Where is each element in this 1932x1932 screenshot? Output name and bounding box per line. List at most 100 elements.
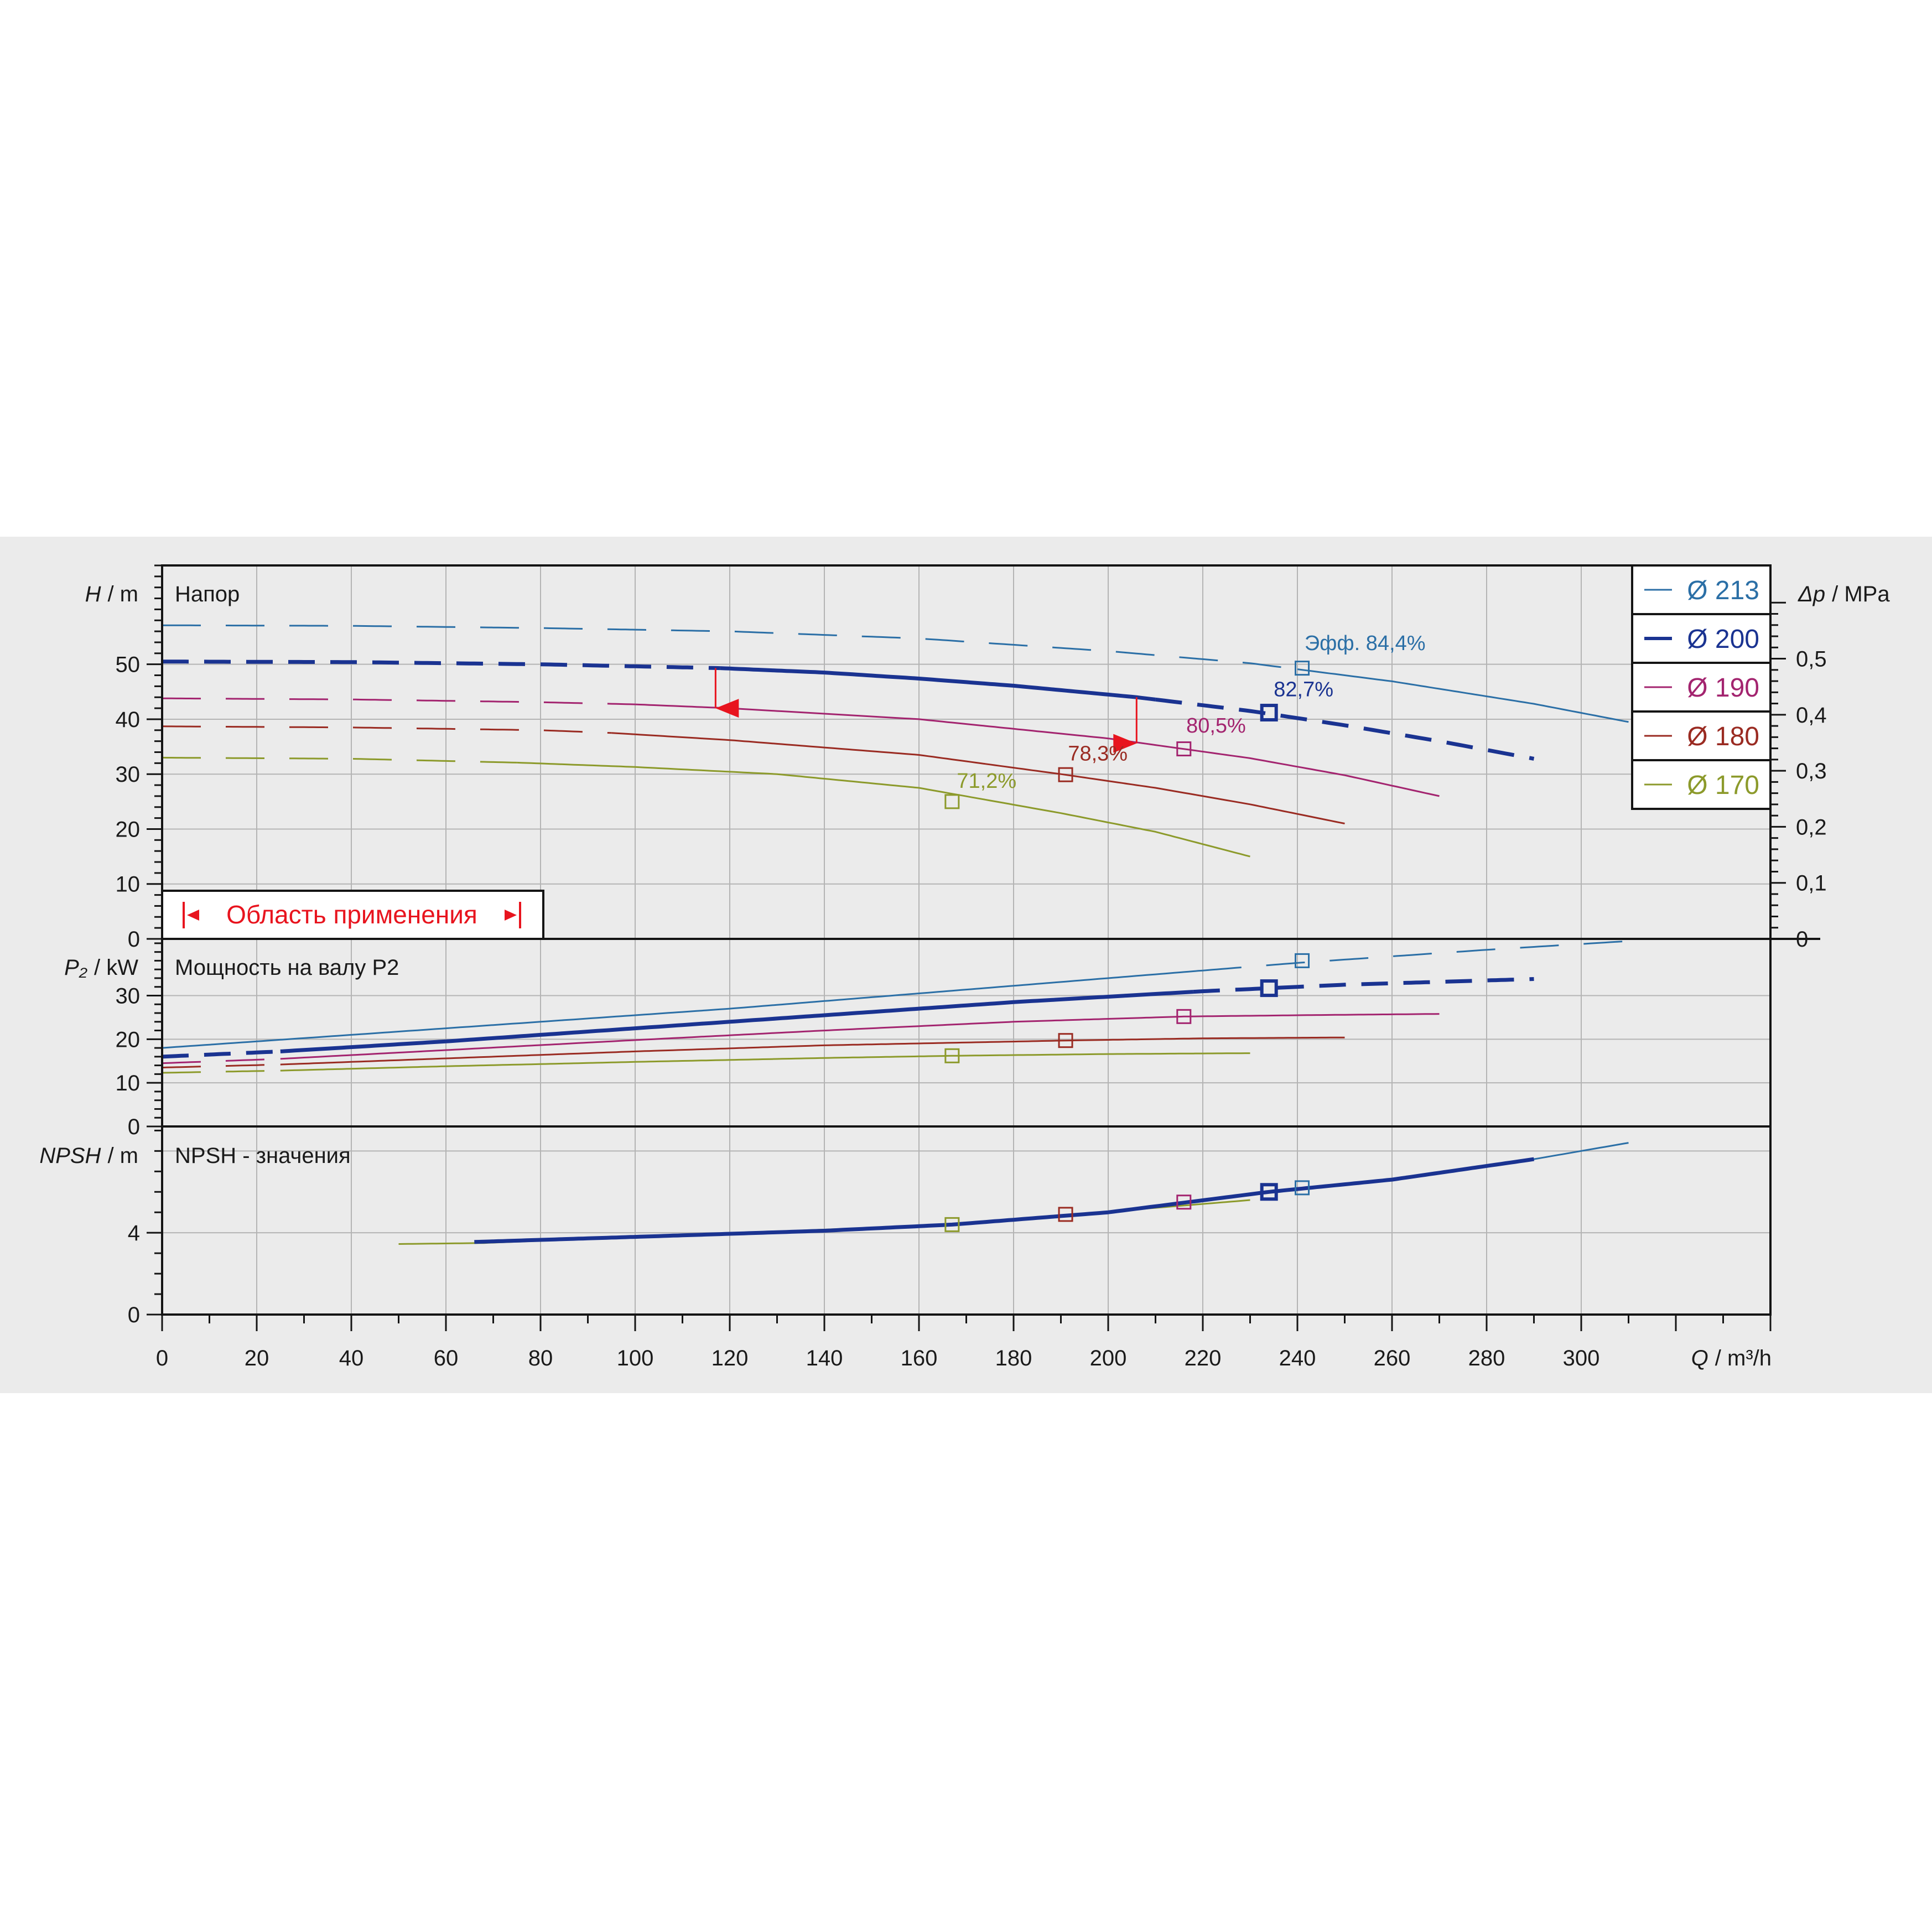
x-tick-label: 60 xyxy=(434,1346,459,1370)
x-tick-label: 220 xyxy=(1185,1346,1222,1370)
power-curve-d200 xyxy=(280,990,1194,1053)
curves-layer xyxy=(162,624,1629,1245)
efficiency-marker-d200 xyxy=(1260,704,1278,722)
power-marker-d170 xyxy=(944,1048,960,1063)
power-curve-d180 xyxy=(162,1063,281,1069)
legend-label-d170: Ø 170 xyxy=(1687,771,1759,800)
npsh-axis-label-unit: / m xyxy=(107,1144,138,1168)
y2-tick-label: 0,1 xyxy=(1796,871,1827,896)
application-range-box xyxy=(161,890,544,940)
x-tick-label: 0 xyxy=(156,1346,168,1370)
efficiency-marker-d190 xyxy=(1176,741,1192,757)
power-curve-d190 xyxy=(280,1013,1440,1060)
npsh-curve-d200 xyxy=(474,1157,1535,1244)
efficiency-label-d200: 82,7% xyxy=(1274,678,1333,701)
flow-axis-label: Q / m³/h xyxy=(1691,1346,1772,1370)
legend-label-d190: Ø 190 xyxy=(1687,673,1759,703)
head-curve-d200 xyxy=(1155,697,1535,761)
y-tick-label: 10 xyxy=(116,1071,141,1095)
pressure-axis-label: Δp / MPa xyxy=(1798,582,1890,606)
x-tick-label: 80 xyxy=(528,1346,553,1370)
head-axis-label: H / m xyxy=(85,582,138,606)
npsh-marker-d190 xyxy=(1176,1194,1192,1210)
head-axis-label-unit: / m xyxy=(107,582,138,606)
frame-layer xyxy=(147,564,1820,1331)
efficiency-label-d180: 78,3% xyxy=(1068,742,1128,765)
y-tick-label: 20 xyxy=(116,817,141,842)
y-tick-label: 40 xyxy=(116,708,141,732)
power-marker-d190 xyxy=(1176,1009,1192,1024)
power-curve-d213 xyxy=(162,969,1203,1049)
y2-tick-label: 0,5 xyxy=(1796,647,1827,672)
y-tick-label: 30 xyxy=(116,762,141,787)
power-curve-d213 xyxy=(1202,940,1629,972)
range-box-left-arrow xyxy=(187,910,199,921)
efficiency-marker-d170 xyxy=(944,794,960,809)
x-tick-label: 260 xyxy=(1374,1346,1411,1370)
head-curve-d190 xyxy=(162,697,636,705)
y2-tick-label: 0 xyxy=(1796,927,1808,952)
y-tick-label: 0 xyxy=(128,1303,140,1327)
pressure-axis-label-symbol: Δp xyxy=(1798,582,1825,606)
y-tick-label: 30 xyxy=(116,984,141,1008)
power-marker-d180 xyxy=(1058,1033,1073,1048)
x-tick-label: 100 xyxy=(617,1346,654,1370)
head-curve-d213 xyxy=(1297,668,1629,723)
legend-label-d213: Ø 213 xyxy=(1687,576,1759,605)
efficiency-label-d213: Эфф. 84,4% xyxy=(1305,632,1426,655)
efficiency-marker-d180 xyxy=(1058,767,1073,782)
x-tick-label: 180 xyxy=(995,1346,1032,1370)
head-curve-d180 xyxy=(162,725,612,734)
head-curve-d200 xyxy=(162,659,720,671)
x-tick-label: 140 xyxy=(806,1346,843,1370)
power-axis-label-unit: / kW xyxy=(94,955,138,980)
power-marker-d200 xyxy=(1260,979,1278,998)
flow-axis-label-symbol: Q xyxy=(1691,1346,1708,1370)
power-curve-d170 xyxy=(162,1069,281,1074)
power-curve-d200 xyxy=(1193,977,1534,994)
power-axis-label-symbol: P₂ xyxy=(64,955,87,980)
legend-label-d200: Ø 200 xyxy=(1687,625,1759,654)
npsh-marker-d170 xyxy=(944,1217,960,1232)
power-panel-title: Мощность на валу P2 xyxy=(175,955,399,980)
application-range-label: Область применения xyxy=(226,900,477,929)
y-tick-label: 10 xyxy=(116,872,141,897)
y2-tick-label: 0,4 xyxy=(1796,703,1827,728)
head-curve-d180 xyxy=(611,732,1345,824)
head-axis-label-symbol: H xyxy=(85,582,101,606)
x-tick-label: 40 xyxy=(339,1346,364,1370)
x-tick-label: 200 xyxy=(1090,1346,1127,1370)
power-curve-d180 xyxy=(280,1036,1345,1066)
y2-tick-label: 0,3 xyxy=(1796,759,1827,783)
power-axis-label: P₂ / kW xyxy=(64,955,138,980)
npsh-axis-label: NPSH / m xyxy=(39,1144,138,1168)
x-tick-label: 160 xyxy=(901,1346,938,1370)
x-tick-label: 120 xyxy=(711,1346,749,1370)
power-curve-d170 xyxy=(280,1052,1250,1072)
x-tick-label: 240 xyxy=(1279,1346,1316,1370)
head-curve-d190 xyxy=(635,703,1440,797)
head-curve-d200 xyxy=(720,666,1156,702)
range-min-arrow xyxy=(715,699,739,718)
npsh-marker-d200 xyxy=(1260,1183,1278,1201)
npsh-axis-label-symbol: NPSH xyxy=(39,1144,101,1168)
flow-axis-label-unit: / m³/h xyxy=(1715,1346,1772,1370)
efficiency-marker-d213 xyxy=(1295,661,1310,676)
x-tick-label: 300 xyxy=(1563,1346,1600,1370)
head-curve-d170 xyxy=(517,761,1250,858)
range-box-right-arrow xyxy=(505,910,517,921)
power-marker-d213 xyxy=(1295,953,1310,968)
power-curve-d190 xyxy=(162,1058,281,1064)
legend-label-d180: Ø 180 xyxy=(1687,722,1759,751)
y-tick-label: 0 xyxy=(128,1115,140,1139)
npsh-panel-title: NPSH - значения xyxy=(175,1144,351,1168)
efficiency-label-d190: 80,5% xyxy=(1186,714,1246,738)
pressure-axis-label-unit: / MPa xyxy=(1832,582,1890,606)
power-curve-d200 xyxy=(162,1049,281,1059)
x-tick-label: 20 xyxy=(245,1346,269,1370)
x-tick-label: 280 xyxy=(1468,1346,1505,1370)
efficiency-label-d170: 71,2% xyxy=(957,770,1016,793)
head-panel-title: Напор xyxy=(175,582,240,606)
y-tick-label: 0 xyxy=(128,927,140,952)
